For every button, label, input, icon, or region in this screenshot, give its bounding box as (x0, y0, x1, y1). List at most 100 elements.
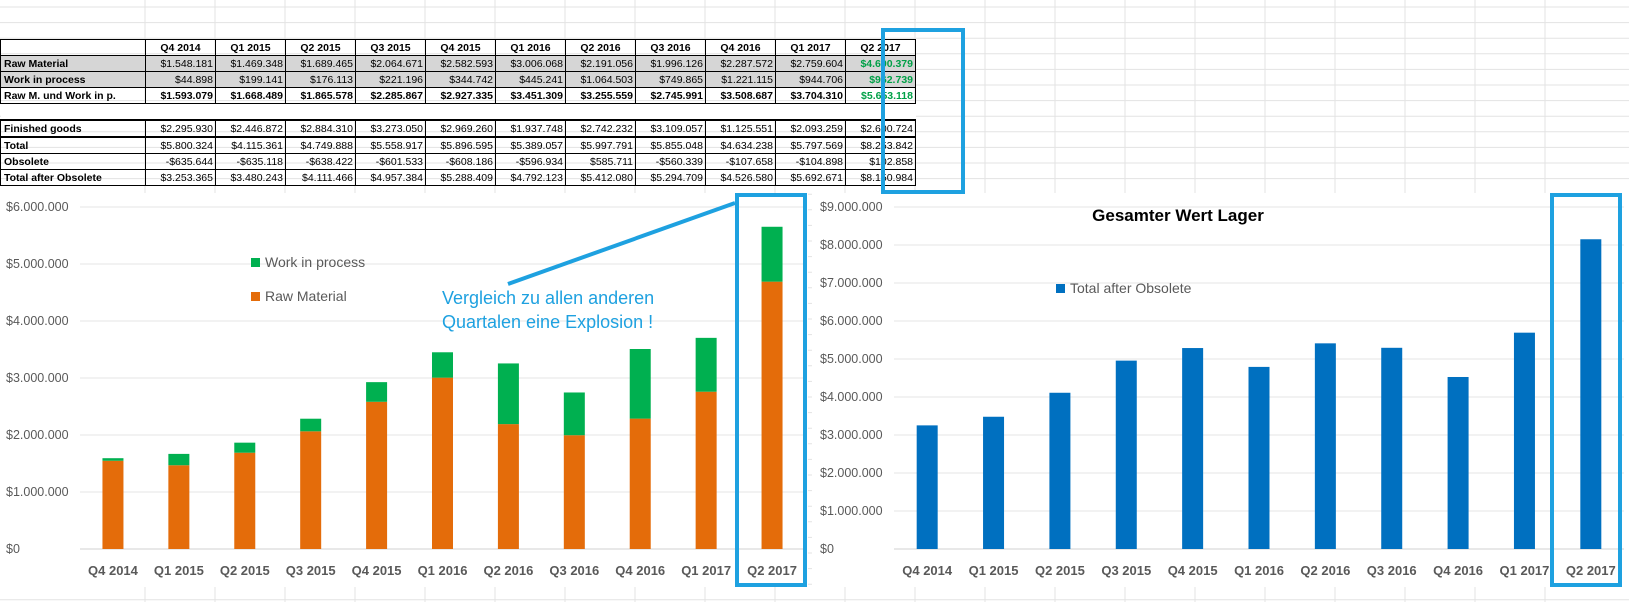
bar-work-in-process[interactable] (761, 226, 783, 282)
row-label[interactable]: Total after Obsolete (0, 169, 146, 186)
table-cell[interactable]: $4.690.379 (845, 55, 916, 72)
table-cell[interactable]: $44.898 (145, 71, 216, 88)
table-cell[interactable]: $4.526.580 (705, 169, 776, 186)
bar-raw-material[interactable] (168, 465, 190, 549)
bar-raw-material[interactable] (234, 452, 256, 549)
bar-work-in-process[interactable] (366, 382, 388, 402)
table-header-cell[interactable]: Q4 2015 (425, 39, 496, 56)
total-bar-chart[interactable]: $0 $1.000.000 $2.000.000 $3.000.000 $4.000.0… (812, 193, 1629, 587)
table-header-cell[interactable]: Q2 2016 (565, 39, 636, 56)
table-cell[interactable]: $2.093.259 (775, 119, 846, 138)
table-cell[interactable]: $2.969.260 (425, 119, 496, 138)
bar-raw-material[interactable] (432, 377, 453, 549)
bar-work-in-process[interactable] (234, 442, 256, 453)
table-cell[interactable]: $2.600.724 (845, 119, 916, 138)
row-label[interactable]: Raw Material (0, 55, 146, 72)
table-cell[interactable] (775, 103, 846, 121)
table-cell[interactable]: $2.064.671 (355, 55, 426, 72)
table-cell[interactable]: $1.937.748 (495, 119, 566, 138)
table-cell[interactable] (425, 103, 496, 121)
table-cell[interactable]: $3.006.068 (495, 55, 566, 72)
table-cell[interactable]: $176.113 (285, 71, 356, 88)
table-cell[interactable]: $585.711 (565, 153, 636, 170)
table-header-cell[interactable]: Q3 2016 (635, 39, 706, 56)
bar-raw-material[interactable] (102, 460, 124, 549)
table-cell[interactable]: $3.253.365 (145, 169, 216, 186)
bar-total-after-obsolete[interactable] (1115, 360, 1137, 549)
row-label[interactable]: Work in process (0, 71, 146, 88)
table-cell[interactable]: $944.706 (775, 71, 846, 88)
table-cell[interactable] (705, 103, 776, 121)
table-cell[interactable]: $5.692.671 (775, 169, 846, 186)
bar-raw-material[interactable] (629, 418, 651, 549)
table-cell[interactable]: $5.797.569 (775, 136, 846, 154)
table-cell[interactable]: $1.593.079 (145, 87, 216, 104)
table-cell[interactable]: $221.196 (355, 71, 426, 88)
table-cell[interactable]: $4.634.238 (705, 136, 776, 154)
table-cell[interactable] (355, 103, 426, 121)
table-cell[interactable]: $1.668.489 (215, 87, 286, 104)
table-cell[interactable]: $2.884.310 (285, 119, 356, 138)
bar-total-after-obsolete[interactable] (1248, 366, 1270, 549)
bar-raw-material[interactable] (761, 281, 783, 549)
table-header-cell[interactable]: Q4 2014 (145, 39, 216, 56)
table-cell[interactable]: $199.141 (215, 71, 286, 88)
bar-work-in-process[interactable] (168, 453, 190, 466)
bar-total-after-obsolete[interactable] (1580, 239, 1602, 549)
table-cell[interactable] (635, 103, 706, 121)
table-cell[interactable]: $3.451.309 (495, 87, 566, 104)
bar-total-after-obsolete[interactable] (1049, 392, 1071, 549)
bar-work-in-process[interactable] (102, 458, 124, 461)
table-cell[interactable]: $3.109.057 (635, 119, 706, 138)
table-cell[interactable]: $5.653.118 (845, 87, 916, 104)
table-header-cell[interactable]: Q2 2017 (845, 39, 916, 56)
bar-total-after-obsolete[interactable] (983, 416, 1005, 549)
row-label[interactable]: Finished goods (0, 119, 146, 138)
table-cell[interactable] (215, 103, 286, 121)
table-cell[interactable]: $5.412.080 (565, 169, 636, 186)
bar-raw-material[interactable] (695, 391, 717, 549)
table-cell[interactable]: -$638.422 (285, 153, 356, 170)
row-label[interactable]: Total (0, 136, 146, 154)
bar-work-in-process[interactable] (432, 352, 453, 378)
table-cell[interactable]: $3.480.243 (215, 169, 286, 186)
table-cell[interactable]: $5.389.057 (495, 136, 566, 154)
table-cell[interactable]: -$635.644 (145, 153, 216, 170)
bar-total-after-obsolete[interactable] (1513, 332, 1535, 549)
table-cell[interactable] (565, 103, 636, 121)
table-cell[interactable]: $962.739 (845, 71, 916, 88)
table-cell[interactable]: -$107.658 (705, 153, 776, 170)
table-cell[interactable]: $4.792.123 (495, 169, 566, 186)
bar-total-after-obsolete[interactable] (1314, 343, 1336, 549)
table-cell[interactable]: -$635.118 (215, 153, 286, 170)
table-cell[interactable]: $1.125.551 (705, 119, 776, 138)
table-cell[interactable]: $2.759.604 (775, 55, 846, 72)
table-cell[interactable]: $8.253.842 (845, 136, 916, 154)
table-cell[interactable]: $4.957.384 (355, 169, 426, 186)
table-cell[interactable]: $5.288.409 (425, 169, 496, 186)
table-cell[interactable]: $5.558.917 (355, 136, 426, 154)
table-cell[interactable]: $1.996.126 (635, 55, 706, 72)
bar-work-in-process[interactable] (497, 363, 519, 425)
table-cell[interactable]: $2.295.930 (145, 119, 216, 138)
table-cell[interactable]: $1.689.465 (285, 55, 356, 72)
table-cell[interactable]: $2.742.232 (565, 119, 636, 138)
table-cell[interactable] (145, 103, 216, 121)
row-label[interactable]: Raw M. und Work in p. (0, 87, 146, 104)
table-cell[interactable]: $749.865 (635, 71, 706, 88)
table-header-cell[interactable]: Q1 2015 (215, 39, 286, 56)
table-cell[interactable]: $2.927.335 (425, 87, 496, 104)
bar-raw-material[interactable] (563, 435, 585, 549)
table-header-cell[interactable]: Q4 2016 (705, 39, 776, 56)
table-cell[interactable]: $4.111.466 (285, 169, 356, 186)
table-cell[interactable]: $445.241 (495, 71, 566, 88)
bar-work-in-process[interactable] (563, 392, 585, 436)
table-cell[interactable]: $5.997.791 (565, 136, 636, 154)
table-cell[interactable]: $3.704.310 (775, 87, 846, 104)
table-cell[interactable]: $8.150.984 (845, 169, 916, 186)
table-cell[interactable]: $1.865.578 (285, 87, 356, 104)
table-cell[interactable]: $1.064.503 (565, 71, 636, 88)
table-header-cell[interactable]: Q1 2017 (775, 39, 846, 56)
table-cell[interactable]: $5.896.595 (425, 136, 496, 154)
table-cell[interactable]: $1.548.181 (145, 55, 216, 72)
